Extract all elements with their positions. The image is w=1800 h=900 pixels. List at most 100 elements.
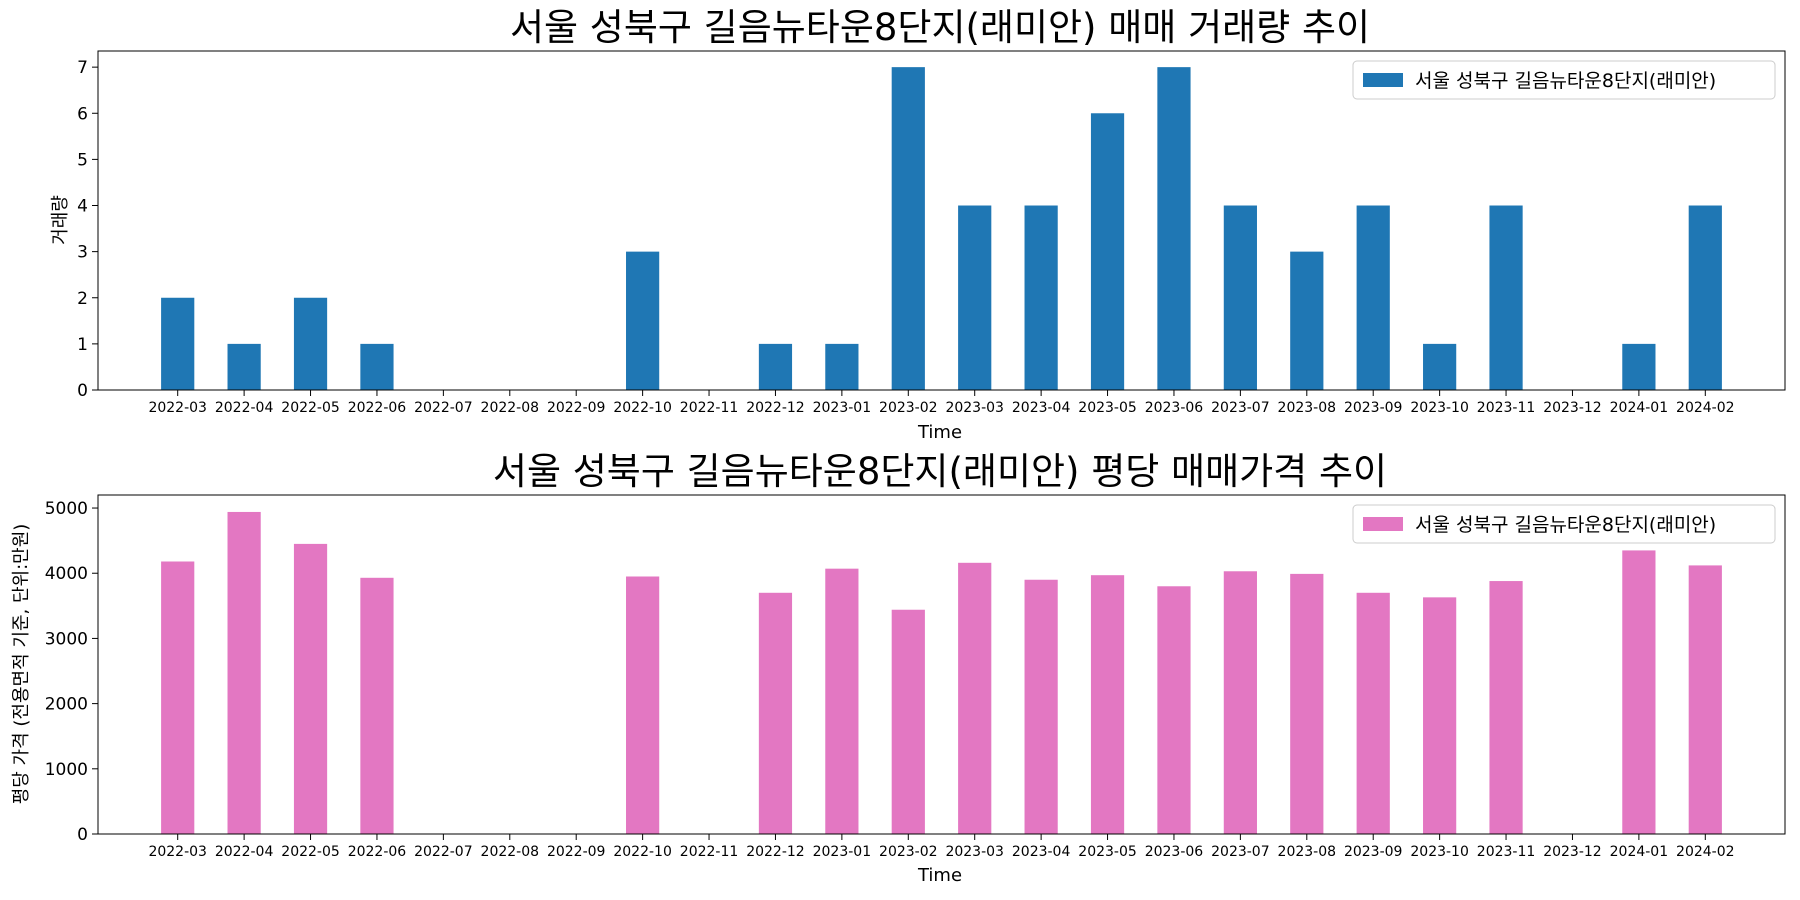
x-tick-label: 2022-10 — [613, 844, 672, 860]
x-tick-label: 2023-02 — [879, 844, 938, 860]
x-tick-label: 2023-07 — [1211, 844, 1270, 860]
legend: 서울 성북구 길음뉴타운8단지(래미안) — [1352, 60, 1776, 100]
y-tick-label: 5 — [77, 150, 88, 170]
x-tick-label: 2023-08 — [1278, 844, 1337, 860]
y-tick-label: 5000 — [45, 499, 88, 519]
plot-frame — [97, 494, 1786, 835]
bar-series — [161, 67, 1722, 391]
legend: 서울 성북구 길음뉴타운8단지(래미안) — [1352, 504, 1776, 544]
bar-2023-11 — [1489, 205, 1523, 390]
bar-2023-03 — [958, 562, 992, 834]
bar-2024-01 — [1622, 550, 1656, 834]
x-tick-label: 2022-04 — [215, 844, 274, 860]
legend-box — [1352, 60, 1776, 100]
bar-series — [161, 511, 1722, 834]
x-tick-label: 2022-09 — [547, 400, 606, 416]
y-tick-label: 4000 — [45, 564, 88, 584]
x-tick-label: 2023-12 — [1543, 400, 1602, 416]
x-axis-label: Time — [917, 865, 962, 886]
x-tick-label: 2023-04 — [1012, 400, 1071, 416]
x-tick-label: 2022-03 — [148, 400, 207, 416]
legend-label: 서울 성북구 길음뉴타운8단지(래미안) — [1415, 514, 1716, 536]
y-tick-label: 7 — [77, 58, 88, 78]
bar-2022-04 — [227, 343, 261, 390]
x-tick-label: 2022-08 — [481, 844, 540, 860]
x-tick-label: 2022-06 — [348, 844, 407, 860]
bar-2023-02 — [891, 67, 925, 391]
bar-2022-04 — [227, 511, 261, 834]
x-tick-label: 2022-12 — [746, 844, 805, 860]
y-axis-label: 평당 가격 (전용면적 기준, 단위:만원) — [11, 524, 32, 805]
x-tick-label: 2022-05 — [281, 400, 340, 416]
legend-swatch — [1363, 73, 1403, 87]
x-tick-label: 2023-07 — [1211, 400, 1270, 416]
legend-box — [1352, 504, 1776, 544]
x-axis-ticks: 2022-03 2022-04 2022-05 2022-06 2022-07 2022-… — [148, 390, 1735, 416]
x-tick-label: 2023-10 — [1410, 400, 1469, 416]
x-tick-label: 2023-01 — [813, 400, 872, 416]
plot-frame — [97, 50, 1786, 391]
y-axis-ticks: 0 1 2 3 4 5 6 7 — [77, 58, 98, 401]
bar-2022-10 — [626, 251, 660, 390]
bar-2023-05 — [1090, 113, 1125, 390]
y-tick-label: 1 — [77, 335, 88, 355]
x-tick-label: 2022-07 — [414, 844, 473, 860]
x-tick-label: 2024-01 — [1610, 844, 1669, 860]
bar-2023-09 — [1356, 205, 1390, 390]
bar-2023-02 — [891, 609, 925, 834]
x-axis-label: Time — [917, 422, 962, 443]
bar-2024-02 — [1688, 565, 1722, 834]
x-tick-label: 2023-09 — [1344, 400, 1403, 416]
bar-2023-07 — [1223, 205, 1257, 390]
legend-swatch — [1363, 517, 1403, 531]
x-tick-label: 2023-02 — [879, 400, 938, 416]
x-tick-label: 2022-09 — [547, 844, 606, 860]
x-tick-label: 2022-10 — [613, 400, 672, 416]
chart-title: 서울 성북구 길음뉴타운8단지(래미안) 평당 매매가격 추이 — [493, 450, 1387, 493]
x-tick-label: 2023-08 — [1278, 400, 1337, 416]
bar-2023-01 — [825, 568, 859, 834]
bar-2023-10 — [1423, 343, 1457, 390]
x-tick-label: 2022-03 — [148, 844, 207, 860]
chart-title: 서울 성북구 길음뉴타운8단지(래미안) 매매 거래량 추이 — [510, 6, 1370, 49]
x-tick-label: 2022-04 — [215, 400, 274, 416]
y-axis-ticks: 0 1000 2000 3000 4000 5000 — [45, 499, 98, 845]
x-tick-label: 2022-12 — [746, 400, 805, 416]
x-tick-label: 2023-05 — [1078, 400, 1137, 416]
bar-2023-10 — [1423, 597, 1457, 834]
x-tick-label: 2022-11 — [680, 844, 739, 860]
x-tick-label: 2023-01 — [813, 844, 872, 860]
volume-chart: 서울 성북구 길음뉴타운8단지(래미안) 매매 거래량 추이 Time 거래량 … — [50, 6, 1786, 443]
bar-2022-03 — [161, 561, 195, 834]
bar-2022-03 — [161, 297, 195, 390]
x-tick-label: 2023-04 — [1012, 844, 1071, 860]
x-tick-label: 2023-12 — [1543, 844, 1602, 860]
bar-2023-05 — [1090, 575, 1125, 834]
y-axis-label: 거래량 — [50, 195, 71, 245]
x-tick-label: 2022-11 — [680, 400, 739, 416]
y-tick-label: 0 — [77, 381, 88, 401]
bar-2024-01 — [1622, 343, 1656, 390]
x-tick-label: 2023-10 — [1410, 844, 1469, 860]
y-tick-label: 3 — [77, 243, 88, 263]
bar-2023-08 — [1290, 573, 1324, 834]
x-tick-label: 2023-03 — [945, 400, 1004, 416]
price-chart: 서울 성북구 길음뉴타운8단지(래미안) 평당 매매가격 추이 Time 평당 … — [11, 450, 1786, 886]
bar-2023-04 — [1024, 579, 1058, 834]
bar-2023-06 — [1157, 67, 1191, 391]
bar-2024-02 — [1688, 205, 1722, 390]
bar-2023-08 — [1290, 251, 1324, 390]
x-tick-label: 2022-08 — [481, 400, 540, 416]
bar-2023-07 — [1223, 571, 1257, 834]
x-tick-label: 2023-09 — [1344, 844, 1403, 860]
bar-2023-03 — [958, 205, 992, 390]
x-tick-label: 2023-05 — [1078, 844, 1137, 860]
bar-2023-01 — [825, 343, 859, 390]
bar-2023-06 — [1157, 586, 1191, 834]
x-tick-label: 2022-05 — [281, 844, 340, 860]
x-tick-label: 2024-02 — [1676, 844, 1735, 860]
bar-2023-09 — [1356, 592, 1390, 834]
bar-2023-04 — [1024, 205, 1058, 390]
x-tick-label: 2023-06 — [1145, 400, 1204, 416]
